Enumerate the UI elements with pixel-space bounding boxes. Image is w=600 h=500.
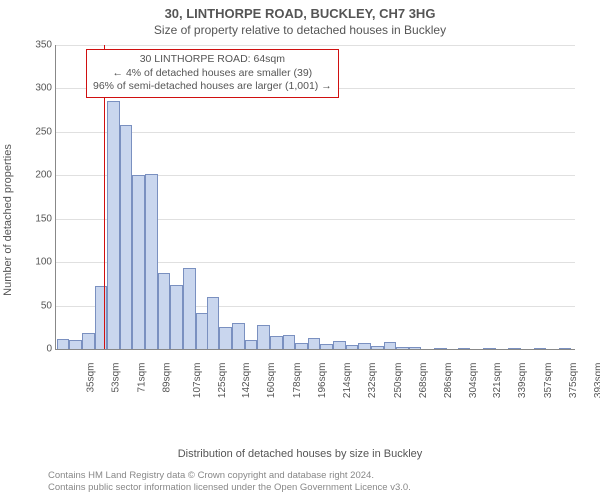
x-tick-label: 393sqm [593, 363, 600, 399]
histogram-bar [207, 297, 220, 349]
x-tick-label: 71sqm [136, 363, 147, 393]
histogram-bar [559, 348, 572, 349]
histogram-bar [508, 348, 521, 349]
x-tick-label: 160sqm [266, 363, 277, 399]
histogram-bar [270, 336, 283, 349]
histogram-bar [132, 175, 145, 349]
x-tick-label: 321sqm [492, 363, 503, 399]
histogram-bar [82, 333, 95, 349]
x-tick-label: 268sqm [418, 363, 429, 399]
x-tick-label: 304sqm [468, 363, 479, 399]
histogram-bar [232, 323, 245, 349]
annotation-line: 96% of semi-detached houses are larger (… [93, 80, 332, 94]
x-tick-label: 107sqm [192, 363, 203, 399]
histogram-bar [170, 285, 183, 349]
x-tick-label: 178sqm [292, 363, 303, 399]
histogram-bar [409, 347, 422, 349]
x-tick-label: 196sqm [317, 363, 328, 399]
histogram-bar [295, 343, 308, 349]
histogram-bar [283, 335, 296, 349]
histogram-bar [57, 339, 70, 349]
x-tick-label: 214sqm [342, 363, 353, 399]
attribution-text: Contains HM Land Registry data © Crown c… [48, 470, 411, 494]
x-tick-label: 357sqm [543, 363, 554, 399]
histogram-bar [458, 348, 471, 349]
x-tick-label: 89sqm [161, 363, 172, 393]
histogram-bar [219, 327, 232, 349]
x-tick-label: 35sqm [86, 363, 97, 393]
histogram-bar [483, 348, 496, 349]
attribution-line: Contains HM Land Registry data © Crown c… [48, 470, 411, 482]
y-tick-label: 300 [35, 83, 56, 94]
y-axis-label: Number of detached properties [2, 68, 14, 220]
annotation-line: 30 LINTHORPE ROAD: 64sqm [93, 53, 332, 67]
histogram-bar [145, 174, 158, 349]
histogram-bar [158, 273, 171, 349]
histogram-bar [346, 345, 359, 349]
x-tick-label: 339sqm [518, 363, 529, 399]
gridline [56, 45, 575, 46]
annotation-line: ← 4% of detached houses are smaller (39) [93, 67, 332, 81]
x-tick-label: 125sqm [217, 363, 228, 399]
page-title: 30, LINTHORPE ROAD, BUCKLEY, CH7 3HG [0, 0, 600, 21]
histogram-bar [371, 346, 384, 349]
y-tick-label: 0 [46, 344, 56, 355]
y-tick-label: 150 [35, 213, 56, 224]
page-subtitle: Size of property relative to detached ho… [0, 21, 600, 37]
x-tick-label: 232sqm [367, 363, 378, 399]
x-tick-label: 53sqm [111, 363, 122, 393]
histogram-bar [534, 348, 547, 349]
histogram-bar [308, 338, 321, 349]
histogram-bar [95, 286, 108, 349]
y-tick-label: 200 [35, 170, 56, 181]
histogram-bar [396, 347, 409, 349]
histogram-bar [107, 101, 120, 349]
plot-area: 05010015020025030035035sqm53sqm71sqm89sq… [55, 45, 575, 350]
y-tick-label: 350 [35, 40, 56, 51]
histogram-bar [358, 343, 371, 349]
gridline [56, 132, 575, 133]
histogram-bar [257, 325, 270, 349]
histogram-bar [69, 340, 82, 349]
histogram-bar [434, 348, 447, 349]
x-tick-label: 250sqm [393, 363, 404, 399]
annotation-box: 30 LINTHORPE ROAD: 64sqm← 4% of detached… [86, 49, 339, 98]
attribution-line: Contains public sector information licen… [48, 482, 411, 494]
chart-area: 05010015020025030035035sqm53sqm71sqm89sq… [55, 45, 575, 395]
x-tick-label: 375sqm [568, 363, 579, 399]
x-tick-label: 142sqm [241, 363, 252, 399]
y-tick-label: 250 [35, 126, 56, 137]
histogram-bar [245, 340, 258, 349]
x-tick-label: 286sqm [443, 363, 454, 399]
histogram-bar [320, 344, 333, 349]
histogram-bar [183, 268, 196, 349]
y-tick-label: 50 [41, 300, 56, 311]
x-axis-label: Distribution of detached houses by size … [0, 448, 600, 460]
y-tick-label: 100 [35, 257, 56, 268]
histogram-bar [333, 341, 346, 349]
histogram-bar [120, 125, 133, 349]
histogram-bar [384, 342, 397, 349]
